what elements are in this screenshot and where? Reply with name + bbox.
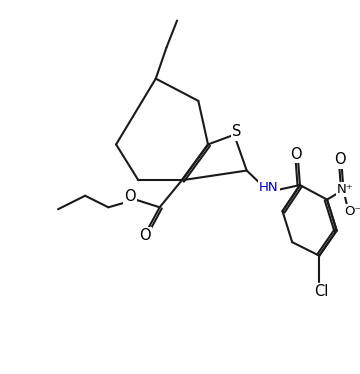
Text: S: S <box>232 124 242 140</box>
Text: O: O <box>334 153 345 168</box>
Text: N⁺: N⁺ <box>337 183 354 196</box>
Text: O: O <box>124 189 135 204</box>
Text: O⁻: O⁻ <box>345 205 360 218</box>
Text: O: O <box>290 147 302 162</box>
Text: HN: HN <box>259 181 279 193</box>
Text: O: O <box>139 228 151 243</box>
Text: Cl: Cl <box>314 284 328 299</box>
